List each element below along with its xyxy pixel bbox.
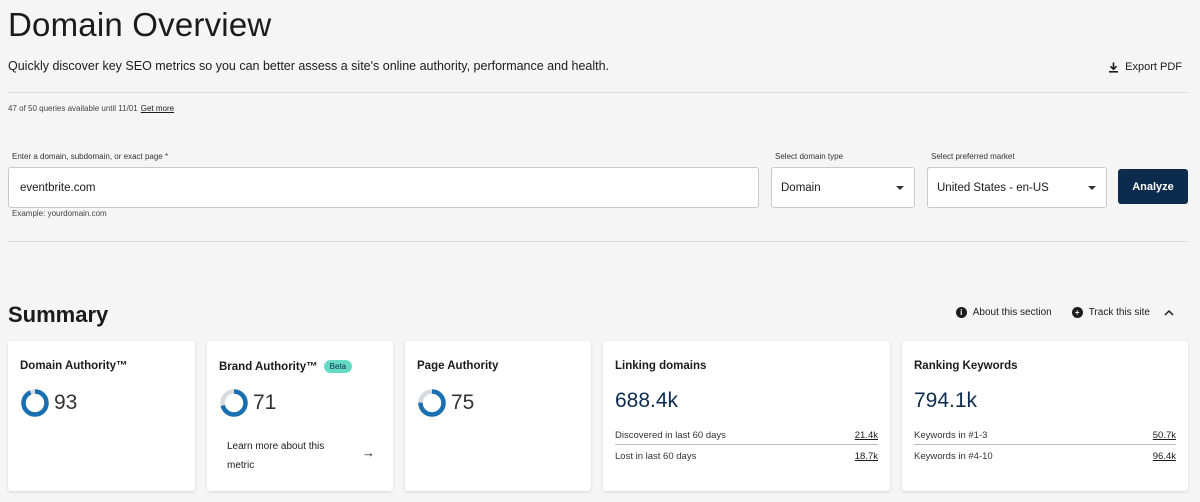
stat-value-link[interactable]: 96.4k bbox=[1152, 451, 1176, 462]
stat-row: Keywords in #1-3 50.7k bbox=[914, 430, 1176, 445]
page-subtitle: Quickly discover key SEO metrics so you … bbox=[8, 59, 610, 73]
stat-row: Keywords in #4-10 96.4k bbox=[914, 451, 1176, 465]
stat-label: Keywords in #4-10 bbox=[914, 451, 993, 462]
card-title: Brand Authority™ Beta bbox=[219, 360, 353, 373]
market-value: United States - en-US bbox=[937, 181, 1049, 194]
chevron-down-icon bbox=[1088, 185, 1096, 190]
export-pdf-button[interactable]: Export PDF bbox=[1108, 61, 1182, 73]
linking-domains-value: 688.4k bbox=[615, 389, 679, 412]
score-block: 75 bbox=[417, 388, 474, 418]
domain-input-hint: Example: yourdomain.com bbox=[12, 209, 107, 218]
chevron-up-icon bbox=[1164, 309, 1174, 316]
domain-authority-score: 93 bbox=[54, 391, 78, 414]
about-section-button[interactable]: i About this section bbox=[955, 307, 1052, 318]
ranking-keywords-card: Ranking Keywords 794.1k Keywords in #1-3… bbox=[902, 341, 1188, 491]
brand-authority-card: Brand Authority™ Beta 71 Learn more abou… bbox=[207, 341, 393, 491]
summary-title: Summary bbox=[8, 302, 109, 327]
arrow-right-icon[interactable]: → bbox=[362, 445, 375, 460]
domain-input[interactable]: eventbrite.com bbox=[8, 167, 759, 208]
stat-label: Discovered in last 60 days bbox=[615, 430, 726, 441]
query-quota: 47 of 50 queries available until 11/01 Ge… bbox=[8, 104, 174, 113]
domain-type-label: Select domain type bbox=[775, 152, 844, 161]
page-authority-score: 75 bbox=[451, 391, 475, 414]
download-icon bbox=[1109, 62, 1119, 73]
query-quota-text: 47 of 50 queries available until 11/01 bbox=[8, 104, 138, 113]
score-block: 93 bbox=[20, 388, 77, 418]
domain-authority-card: Domain Authority™ 93 bbox=[8, 341, 195, 491]
score-ring-icon bbox=[418, 389, 446, 417]
stat-label: Keywords in #1-3 bbox=[914, 430, 988, 441]
market-label: Select preferred market bbox=[931, 152, 1015, 161]
score-ring-icon bbox=[220, 389, 248, 417]
card-title: Domain Authority™ bbox=[20, 360, 128, 372]
track-site-label: Track this site bbox=[1088, 307, 1150, 318]
card-title-text: Brand Authority™ bbox=[219, 360, 318, 373]
learn-more-link[interactable]: Learn more about this metric bbox=[227, 441, 325, 471]
domain-type-select[interactable]: Domain bbox=[771, 167, 915, 208]
collapse-button[interactable] bbox=[1164, 309, 1174, 316]
beta-badge: Beta bbox=[323, 360, 353, 373]
export-pdf-label: Export PDF bbox=[1125, 61, 1182, 73]
page-title: Domain Overview bbox=[8, 6, 272, 43]
analyze-button[interactable]: Analyze bbox=[1118, 169, 1188, 204]
stat-value-link[interactable]: 50.7k bbox=[1152, 430, 1176, 441]
summary-actions: i About this section + Track this site bbox=[936, 307, 1174, 318]
score-ring-icon bbox=[21, 389, 49, 417]
card-title: Ranking Keywords bbox=[914, 360, 1018, 372]
get-more-link[interactable]: Get more bbox=[140, 104, 175, 113]
divider bbox=[8, 241, 1188, 242]
about-section-label: About this section bbox=[972, 307, 1052, 318]
linking-domains-card: Linking domains 688.4k Discovered in las… bbox=[603, 341, 890, 491]
stat-row: Lost in last 60 days 18.7k bbox=[615, 451, 878, 465]
score-block: 71 bbox=[219, 388, 276, 418]
stat-value-link[interactable]: 21.4k bbox=[854, 430, 878, 441]
info-icon: i bbox=[955, 307, 967, 318]
track-site-button[interactable]: + Track this site bbox=[1071, 307, 1150, 318]
divider bbox=[8, 92, 1188, 93]
card-title: Page Authority bbox=[417, 360, 499, 372]
card-title: Linking domains bbox=[615, 360, 707, 372]
page-authority-card: Page Authority 75 bbox=[405, 341, 591, 491]
stat-label: Lost in last 60 days bbox=[615, 451, 697, 462]
plus-icon: + bbox=[1071, 307, 1083, 318]
ranking-keywords-value: 794.1k bbox=[914, 389, 978, 412]
chevron-down-icon bbox=[896, 185, 904, 190]
stat-value-link[interactable]: 18.7k bbox=[854, 451, 878, 462]
market-select[interactable]: United States - en-US bbox=[927, 167, 1107, 208]
brand-authority-score: 71 bbox=[253, 391, 277, 414]
domain-type-value: Domain bbox=[781, 181, 821, 194]
stat-row: Discovered in last 60 days 21.4k bbox=[615, 430, 878, 445]
domain-input-label: Enter a domain, subdomain, or exact page… bbox=[12, 152, 169, 161]
